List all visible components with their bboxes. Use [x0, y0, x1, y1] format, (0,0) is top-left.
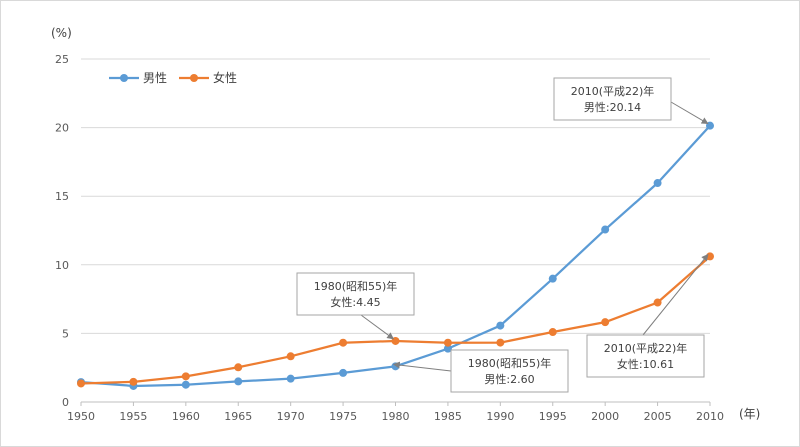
- y-tick-label: 5: [62, 327, 69, 340]
- data-point-male: [443, 344, 452, 353]
- legend: 男性 女性: [109, 70, 237, 85]
- y-tick-label: 20: [55, 122, 69, 135]
- data-point-female: [129, 377, 138, 386]
- x-tick-label: 1975: [329, 410, 357, 423]
- x-tick-label: 1990: [486, 410, 514, 423]
- y-tick-label: 0: [62, 396, 69, 409]
- data-point-male: [234, 377, 243, 386]
- callout-year-label: 2010(平成22)年: [604, 341, 688, 355]
- x-tick-label: 2000: [591, 410, 619, 423]
- callout-year-label: 2010(平成22)年: [571, 84, 655, 98]
- callout-box: [450, 349, 569, 393]
- x-tick-label: 1960: [172, 410, 200, 423]
- data-point-female: [548, 328, 557, 337]
- x-tick-label: 1995: [539, 410, 567, 423]
- callout-leader-line: [642, 253, 709, 336]
- callout-value-label: 女性:4.45: [330, 295, 380, 309]
- data-point-female: [286, 352, 295, 361]
- legend-label: 女性: [213, 70, 237, 85]
- data-point-male: [339, 368, 348, 377]
- legend-swatch-marker: [190, 74, 198, 82]
- callout-box: [296, 272, 415, 316]
- y-tick-label: 10: [55, 259, 69, 272]
- data-point-male: [653, 179, 662, 188]
- callout-year-label: 1980(昭和55)年: [314, 279, 398, 293]
- x-axis-unit: (年): [739, 407, 760, 421]
- axes: 0 5 10 15 20 25 1950 1955 1960 1965 1970 1975 1980 19…: [55, 53, 724, 423]
- callout-leader-line: [670, 101, 709, 125]
- callout-leader-line: [392, 361, 452, 372]
- y-tick-label: 15: [55, 190, 69, 203]
- x-tick-label: 1950: [67, 410, 95, 423]
- legend-label: 男性: [143, 71, 167, 85]
- callout-value-label: 女性:10.61: [617, 357, 674, 371]
- callouts: 2010(平成22)年男性:20.141980(昭和55)年女性:4.45198…: [296, 77, 709, 393]
- data-point-female: [496, 338, 505, 347]
- x-tick-label: 2010: [696, 410, 724, 423]
- callout-value-label: 男性:2.60: [484, 372, 534, 386]
- x-tick-label: 1970: [277, 410, 305, 423]
- data-point-male: [391, 362, 400, 371]
- x-tick-label: 2005: [644, 410, 672, 423]
- legend-swatch-marker: [120, 74, 128, 82]
- callout-box: [586, 334, 705, 378]
- x-tick-label: 1980: [382, 410, 410, 423]
- data-point-female: [77, 379, 85, 388]
- data-point-male: [496, 321, 505, 330]
- data-point-female: [443, 338, 452, 347]
- y-tick-label: 25: [55, 53, 69, 66]
- x-tick-label: 1955: [119, 410, 147, 423]
- callout-year-label: 1980(昭和55)年: [468, 356, 552, 370]
- callout-box: [553, 77, 672, 121]
- data-point-male: [181, 380, 190, 389]
- y-axis-unit: (%): [51, 26, 72, 40]
- data-point-female: [234, 363, 243, 372]
- x-tick-label: 1985: [434, 410, 462, 423]
- data-point-female: [181, 372, 190, 381]
- data-point-female: [601, 318, 610, 327]
- data-point-male: [548, 274, 557, 283]
- data-point-female: [706, 252, 714, 261]
- x-tick-label: 1965: [224, 410, 252, 423]
- callout-leader-line: [360, 314, 395, 340]
- data-point-female: [653, 298, 662, 307]
- data-point-male: [601, 225, 610, 234]
- data-point-female: [339, 338, 348, 347]
- data-point-male: [286, 374, 295, 383]
- callout-value-label: 男性:20.14: [584, 100, 641, 114]
